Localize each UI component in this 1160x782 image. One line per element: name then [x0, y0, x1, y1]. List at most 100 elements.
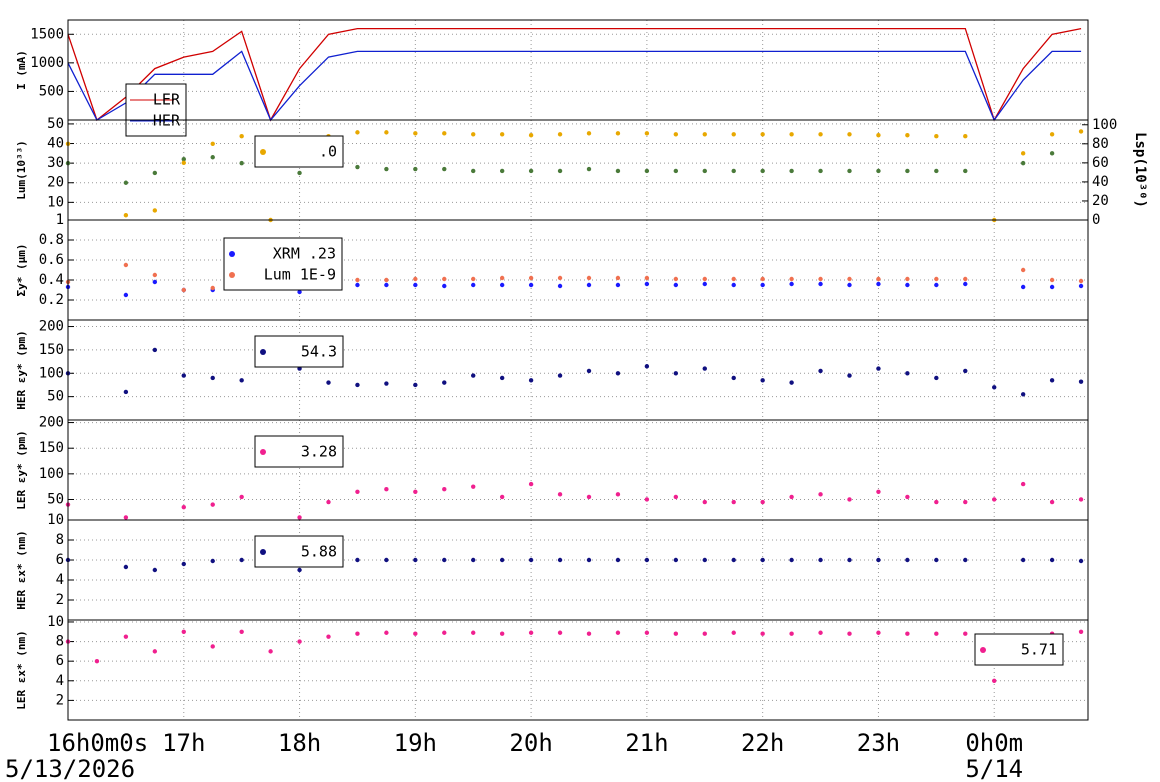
- data-point: [442, 276, 447, 282]
- data-point: [963, 281, 968, 287]
- data-point: [355, 489, 360, 494]
- data-point: [1020, 151, 1026, 156]
- x-tick-label: 16h0m0s: [47, 729, 148, 757]
- data-point: [152, 649, 158, 654]
- data-point: [615, 630, 621, 635]
- data-point: [1049, 284, 1055, 290]
- data-point: [586, 631, 592, 636]
- data-point: [615, 371, 621, 376]
- x-tick-label: 19h: [394, 729, 437, 757]
- data-point: [442, 487, 447, 492]
- data-point: [499, 557, 505, 563]
- data-point: [1078, 278, 1084, 284]
- panel-frame: [67, 519, 1089, 621]
- data-point: [1049, 132, 1055, 137]
- data-point: [1049, 378, 1055, 383]
- data-point: [210, 502, 215, 507]
- data-point: [152, 347, 158, 353]
- data-point: [557, 275, 563, 281]
- data-point: [586, 368, 592, 374]
- data-point: [586, 275, 592, 281]
- data-point: [123, 213, 129, 218]
- x-tick-label: 23h: [857, 729, 900, 757]
- legend-label: 5.71: [1021, 641, 1057, 659]
- data-point: [644, 131, 650, 136]
- data-point: [847, 631, 852, 636]
- y-tick-label: 1500: [30, 26, 64, 42]
- data-point: [847, 276, 852, 282]
- legend-label: 54.3: [301, 343, 337, 361]
- data-point: [731, 375, 736, 381]
- y-tick-label: 150: [39, 342, 64, 358]
- legend-marker: [260, 349, 266, 355]
- data-point: [615, 275, 621, 281]
- data-point: [384, 630, 389, 635]
- data-point: [673, 168, 679, 174]
- data-point: [499, 494, 505, 500]
- data-point: [152, 279, 158, 285]
- y-tick-label: 0.2: [39, 292, 64, 308]
- data-point: [1078, 379, 1084, 384]
- y-tick-label: 4: [56, 572, 64, 588]
- data-point: [413, 276, 418, 282]
- data-point: [702, 366, 707, 371]
- x-tick-label: 20h: [509, 729, 552, 757]
- data-point: [586, 494, 592, 500]
- data-point: [992, 497, 997, 502]
- data-point: [384, 282, 389, 288]
- legend-label: .0: [319, 143, 337, 161]
- data-point: [615, 282, 621, 288]
- y-tick-label: 0.4: [39, 272, 64, 288]
- data-point: [702, 557, 707, 563]
- y2-tick-label: 60: [1092, 155, 1109, 171]
- data-point: [615, 131, 621, 136]
- y-tick-label: 6: [56, 552, 64, 568]
- data-point: [557, 132, 563, 137]
- data-point: [499, 275, 505, 281]
- legend-box: [125, 83, 187, 137]
- data-point: [152, 170, 158, 176]
- y-tick-label: 8: [56, 532, 64, 548]
- data-point: [905, 494, 910, 500]
- data-point: [760, 282, 765, 288]
- y-axis-label: HER εy* (pm): [15, 330, 28, 409]
- legend-label: XRM .23: [273, 245, 336, 263]
- data-point: [876, 557, 881, 563]
- legend-label: 3.28: [301, 443, 337, 461]
- legend-marker: [229, 272, 235, 278]
- data-point: [586, 131, 592, 136]
- legend-label: Lum 1E-9: [264, 266, 336, 284]
- data-point: [963, 499, 968, 505]
- data-point: [934, 557, 939, 563]
- y-tick-label: 6: [56, 653, 64, 669]
- data-point: [789, 494, 794, 500]
- legend-marker: [980, 647, 986, 653]
- data-point: [239, 160, 244, 166]
- data-point: [499, 168, 505, 174]
- y-tick-label: 40: [47, 136, 64, 152]
- data-point: [210, 644, 215, 649]
- data-point: [123, 389, 129, 395]
- y-axis-label: HER εx* (nm): [15, 530, 28, 609]
- data-point: [586, 557, 592, 563]
- data-point: [934, 282, 939, 288]
- data-point: [992, 385, 997, 390]
- data-point: [1078, 129, 1084, 134]
- data-point: [876, 489, 881, 494]
- data-point: [355, 557, 360, 563]
- legend-marker: [260, 449, 266, 455]
- y-tick-label: 200: [39, 415, 64, 431]
- data-point: [355, 282, 360, 288]
- data-point: [297, 639, 302, 644]
- data-point: [1049, 151, 1055, 156]
- y-tick-label: 200: [39, 319, 64, 335]
- data-point: [963, 631, 968, 636]
- series-line: [67, 27, 1082, 122]
- data-point: [384, 166, 389, 172]
- data-point: [760, 132, 765, 137]
- panel-frame: [67, 219, 1089, 321]
- data-point: [644, 557, 650, 563]
- data-point: [934, 276, 939, 282]
- y-tick-label: 10: [47, 512, 64, 528]
